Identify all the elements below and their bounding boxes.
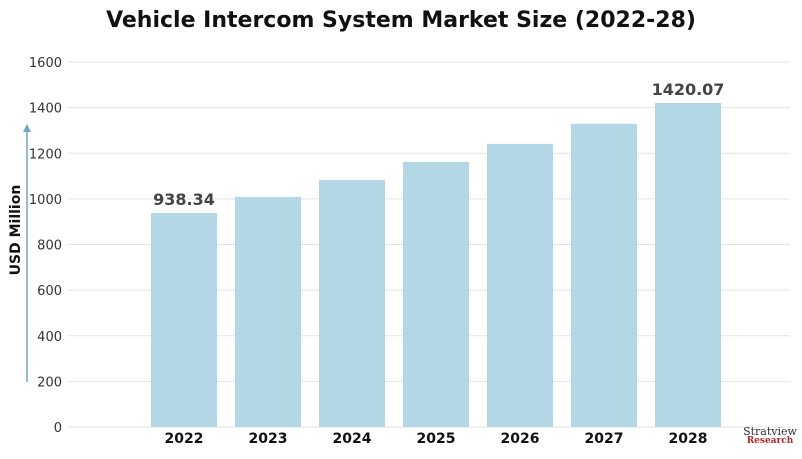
data-label: 1420.07 [652,80,725,99]
bar-2024 [319,179,385,427]
x-tick-label: 2026 [501,431,540,447]
y-tick-label: 1600 [29,56,62,71]
stratview-logo: Stratview Research [738,425,802,446]
bar-2028 [655,103,721,427]
y-tick-label: 1400 [29,102,62,117]
y-tick-label: 400 [37,330,62,345]
y-tick-label: 1200 [29,147,62,162]
y-tick-label: 200 [37,375,62,390]
data-label: 938.34 [153,190,215,209]
bar-2025 [403,161,469,427]
y-tick-label: 800 [37,239,62,254]
y-tick-label: 600 [37,284,62,299]
x-tick-label: 2025 [417,431,456,447]
arrow-head-icon [23,124,31,132]
y-tick-label: 0 [54,421,62,436]
x-tick-label: 2027 [585,431,624,447]
bar-2027 [571,123,637,428]
logo-name: Stratview [743,425,797,438]
x-tick-label: 2028 [669,431,708,447]
logo-sub: Research [746,436,794,446]
x-tick-label: 2022 [165,431,204,447]
bar-2022 [151,212,217,427]
x-tick-label: 2023 [249,431,288,447]
chart-title: Vehicle Intercom System Market Size (202… [106,8,696,33]
y-tick-label: 1000 [29,193,62,208]
bar-2023 [235,197,301,427]
bar-2026 [487,143,553,427]
x-tick-label: 2024 [333,431,372,447]
